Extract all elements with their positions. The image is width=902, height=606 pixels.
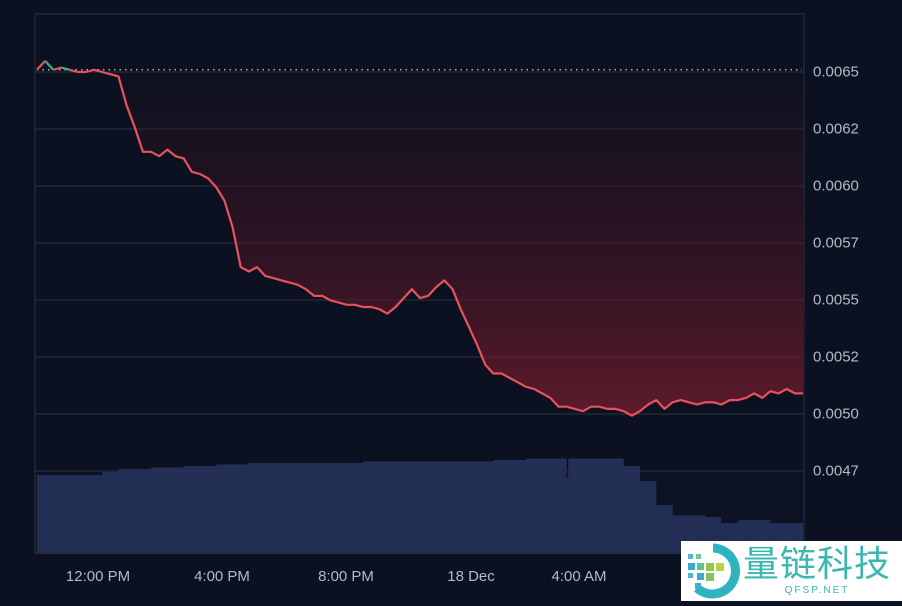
x-tick-label: 12:00 PM bbox=[65, 568, 131, 585]
y-tick-label: 0.0055 bbox=[813, 291, 859, 309]
y-tick-label: 0.0052 bbox=[813, 348, 859, 366]
y-tick-label: 0.0065 bbox=[813, 63, 859, 81]
qfsp-logo-icon bbox=[688, 543, 740, 599]
y-tick-label: 0.0057 bbox=[813, 234, 859, 252]
price-line bbox=[36, 60, 803, 417]
x-tick-label: 4:00 AM bbox=[551, 568, 607, 585]
y-tick-label: 0.0047 bbox=[813, 462, 859, 480]
y-tick-label: 0.0062 bbox=[813, 120, 859, 138]
x-tick-label: 18 Dec bbox=[447, 568, 495, 585]
price-area-fill bbox=[37, 60, 803, 416]
plot-border bbox=[34, 13, 805, 554]
watermark: 量链科技 QFSP.NET bbox=[681, 541, 902, 601]
x-tick-label: 4:00 PM bbox=[194, 568, 250, 585]
watermark-chinese-text: 量链科技 bbox=[743, 544, 892, 585]
volume-bars bbox=[35, 458, 804, 554]
watermark-url-text: QFSP.NET bbox=[784, 585, 850, 596]
y-tick-label: 0.0060 bbox=[813, 177, 859, 195]
y-tick-label: 0.0050 bbox=[813, 405, 859, 423]
x-tick-label: 8:00 PM bbox=[318, 568, 374, 585]
